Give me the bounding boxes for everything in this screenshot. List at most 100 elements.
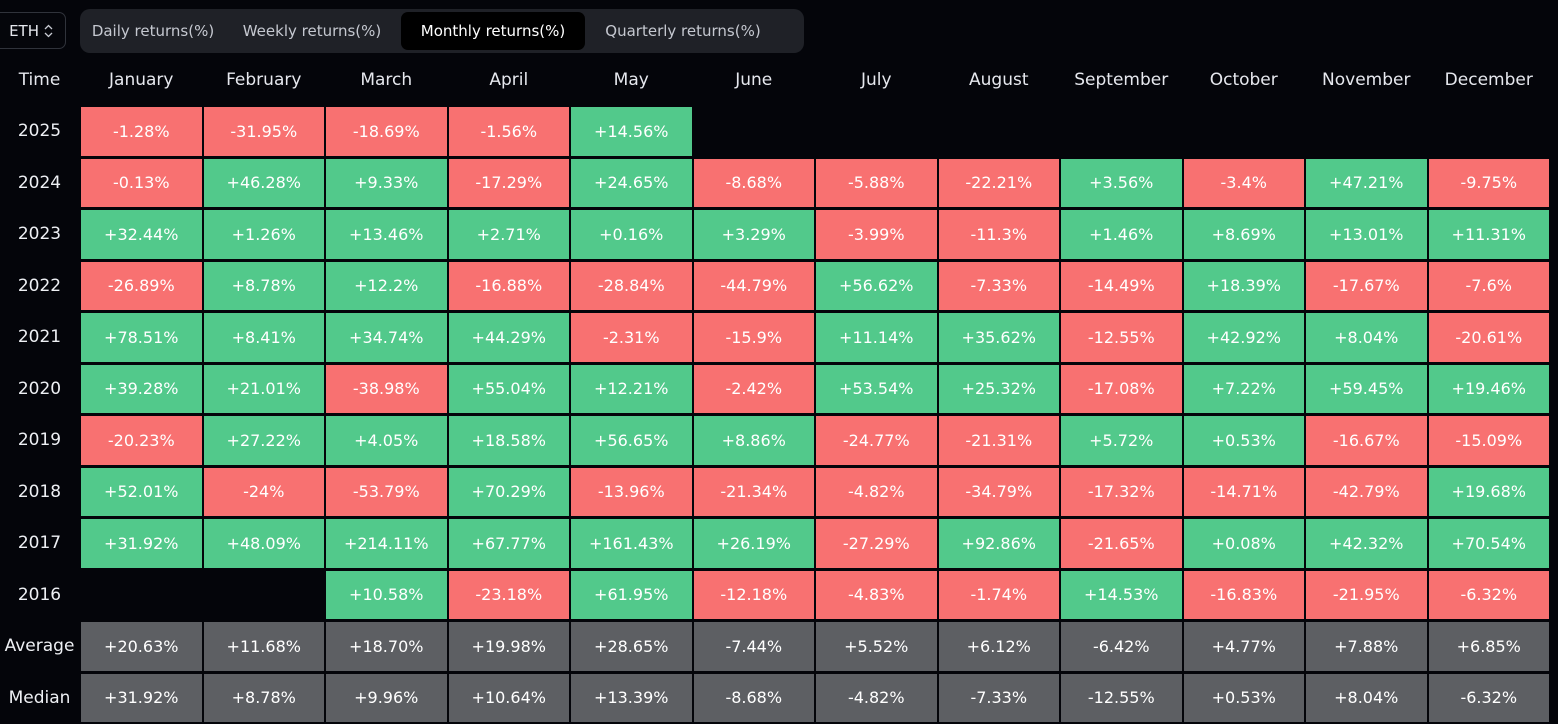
heatmap-cell: -20.23% — [81, 416, 202, 465]
heatmap-cell: +32.44% — [81, 210, 202, 259]
heatmap-cell: -4.83% — [816, 570, 937, 619]
heatmap-cell: +8.78% — [203, 261, 324, 310]
heatmap-cell: +10.58% — [326, 570, 447, 619]
heatmap-cell: -27.29% — [816, 519, 937, 568]
heatmap-cell: +9.33% — [326, 158, 447, 207]
summary-cell-median: +9.96% — [326, 673, 447, 722]
chevron-up-down-icon — [44, 24, 53, 38]
heatmap-cell: -7.33% — [938, 261, 1059, 310]
summary-cell-median: +31.92% — [81, 673, 202, 722]
heatmap-cell: -2.42% — [693, 364, 814, 413]
heatmap-cell: -42.79% — [1306, 467, 1427, 516]
summary-cell-median: -12.55% — [1061, 673, 1182, 722]
heatmap-cell: +3.29% — [693, 210, 814, 259]
summary-cell-average: +20.63% — [81, 622, 202, 671]
heatmap-cell: +24.65% — [571, 158, 692, 207]
heatmap-cell: -9.75% — [1428, 158, 1549, 207]
heatmap-cell: -26.89% — [81, 261, 202, 310]
summary-cell-average: +7.88% — [1306, 622, 1427, 671]
heatmap-cell: -15.09% — [1428, 416, 1549, 465]
heatmap-cell: +0.08% — [1183, 519, 1304, 568]
heatmap-cell: +55.04% — [448, 364, 569, 413]
heatmap-cell: -21.95% — [1306, 570, 1427, 619]
heatmap-cell: +67.77% — [448, 519, 569, 568]
tab-weekly-returns[interactable]: Weekly returns(%) — [242, 22, 382, 40]
heatmap-cell: +56.65% — [571, 416, 692, 465]
heatmap-cell: +12.21% — [571, 364, 692, 413]
heatmap-cell: -21.65% — [1061, 519, 1182, 568]
heatmap-cell: -8.68% — [693, 158, 814, 207]
heatmap-cell: +26.19% — [693, 519, 814, 568]
heatmap-cell: +12.2% — [326, 261, 447, 310]
summary-cell-average: +18.70% — [326, 622, 447, 671]
heatmap-cell: +8.04% — [1306, 313, 1427, 362]
row-label-year: 2020 — [17, 378, 62, 399]
heatmap-cell: +56.62% — [816, 261, 937, 310]
heatmap-cell: -28.84% — [571, 261, 692, 310]
heatmap-cell: -1.56% — [448, 107, 569, 156]
heatmap-cell: +7.22% — [1183, 364, 1304, 413]
heatmap-cell: -16.83% — [1183, 570, 1304, 619]
heatmap-cell: +70.29% — [448, 467, 569, 516]
heatmap-cell: -7.6% — [1428, 261, 1549, 310]
row-label-year: 2024 — [17, 172, 62, 193]
heatmap-cell: -13.96% — [571, 467, 692, 516]
heatmap-cell: +14.56% — [571, 107, 692, 156]
heatmap-cell: -24.77% — [816, 416, 937, 465]
heatmap-cell: +4.05% — [326, 416, 447, 465]
heatmap-cell-empty — [204, 571, 325, 620]
heatmap-cell: +11.31% — [1428, 210, 1549, 259]
summary-cell-average: +5.52% — [816, 622, 937, 671]
row-label-year: 2018 — [17, 481, 62, 502]
summary-cell-average: +19.98% — [448, 622, 569, 671]
row-label-median: Median — [8, 687, 71, 708]
heatmap-cell: -23.18% — [448, 570, 569, 619]
row-label-year: 2021 — [17, 327, 62, 348]
heatmap-cell: -4.82% — [816, 467, 937, 516]
column-header-month: August — [969, 70, 1029, 90]
heatmap-cell: +25.32% — [938, 364, 1059, 413]
tab-monthly-returns[interactable]: Monthly returns(%) — [401, 12, 585, 50]
column-header-month: July — [860, 70, 892, 90]
heatmap-cell: -2.31% — [571, 313, 692, 362]
heatmap-cell: -6.32% — [1428, 570, 1549, 619]
heatmap-cell-empty — [81, 571, 202, 620]
heatmap-cell: +21.01% — [203, 364, 324, 413]
heatmap-cell-empty — [939, 107, 1060, 156]
heatmap-cell-empty — [1184, 107, 1305, 156]
heatmap-cell: +5.72% — [1061, 416, 1182, 465]
row-label-average: Average — [4, 636, 75, 657]
heatmap-cell: +13.01% — [1306, 210, 1427, 259]
heatmap-cell: +8.69% — [1183, 210, 1304, 259]
asset-selector[interactable]: ETH — [0, 12, 66, 49]
heatmap-cell-empty — [694, 107, 815, 156]
row-label-year: 2023 — [17, 224, 62, 245]
heatmap-cell: -12.55% — [1061, 313, 1182, 362]
summary-cell-average: -6.42% — [1061, 622, 1182, 671]
heatmap-cell: -3.4% — [1183, 158, 1304, 207]
heatmap-cell: -16.88% — [448, 261, 569, 310]
heatmap-cell: -44.79% — [693, 261, 814, 310]
heatmap-cell: +42.32% — [1306, 519, 1427, 568]
summary-cell-median: +0.53% — [1183, 673, 1304, 722]
row-label-year: 2022 — [17, 275, 62, 296]
heatmap-cell: -17.67% — [1306, 261, 1427, 310]
heatmap-cell: -12.18% — [693, 570, 814, 619]
heatmap-cell-empty — [1429, 107, 1550, 156]
heatmap-cell: +44.29% — [448, 313, 569, 362]
column-header-month: October — [1209, 70, 1278, 90]
heatmap-cell: +214.11% — [326, 519, 447, 568]
tab-quarterly-returns[interactable]: Quarterly returns(%) — [605, 22, 761, 40]
summary-cell-median: +8.78% — [203, 673, 324, 722]
heatmap-cell: +78.51% — [81, 313, 202, 362]
heatmap-cell: +18.39% — [1183, 261, 1304, 310]
tab-daily-returns[interactable]: Daily returns(%) — [91, 22, 215, 40]
heatmap-cell: -24% — [203, 467, 324, 516]
heatmap-cell: +42.92% — [1183, 313, 1304, 362]
summary-cell-median: -7.33% — [938, 673, 1059, 722]
heatmap-cell: -14.49% — [1061, 261, 1182, 310]
column-header-month: February — [226, 70, 302, 90]
heatmap-cell: -15.9% — [693, 313, 814, 362]
heatmap-cell: +70.54% — [1428, 519, 1549, 568]
asset-selector-value: ETH — [9, 21, 39, 40]
